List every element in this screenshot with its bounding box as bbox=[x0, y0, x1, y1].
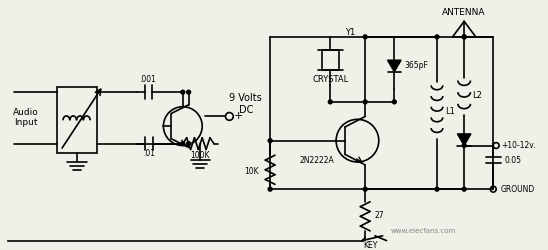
Bar bbox=[322, 50, 339, 70]
Text: 2N2222A: 2N2222A bbox=[299, 156, 334, 164]
Circle shape bbox=[181, 142, 185, 146]
Text: Audio
Input: Audio Input bbox=[13, 108, 38, 127]
Text: +10-12v.: +10-12v. bbox=[501, 141, 535, 150]
Text: 100K: 100K bbox=[191, 151, 210, 160]
Text: L1: L1 bbox=[445, 107, 455, 116]
Text: .001: .001 bbox=[139, 75, 156, 84]
Text: 365pF: 365pF bbox=[404, 62, 428, 70]
Circle shape bbox=[435, 187, 439, 191]
Circle shape bbox=[363, 35, 367, 39]
Circle shape bbox=[328, 100, 332, 104]
Text: 0.05: 0.05 bbox=[505, 156, 522, 164]
Circle shape bbox=[435, 35, 439, 39]
Text: CRYSTAL: CRYSTAL bbox=[312, 75, 349, 84]
Circle shape bbox=[187, 142, 191, 146]
Circle shape bbox=[181, 90, 185, 94]
Circle shape bbox=[363, 100, 367, 104]
Text: 27: 27 bbox=[375, 211, 385, 220]
Circle shape bbox=[462, 187, 466, 191]
Text: GROUND: GROUND bbox=[501, 185, 535, 194]
Circle shape bbox=[363, 187, 367, 191]
Circle shape bbox=[392, 100, 396, 104]
Text: Y1: Y1 bbox=[345, 28, 355, 36]
Circle shape bbox=[462, 35, 466, 39]
Text: +: + bbox=[234, 112, 244, 122]
Text: .01: .01 bbox=[143, 149, 155, 158]
Polygon shape bbox=[458, 134, 471, 145]
Text: 10K: 10K bbox=[244, 167, 259, 176]
Circle shape bbox=[268, 139, 272, 142]
Text: www.elecfans.com: www.elecfans.com bbox=[391, 228, 456, 234]
Polygon shape bbox=[387, 60, 401, 72]
Bar bbox=[56, 87, 98, 153]
Text: L2: L2 bbox=[472, 90, 482, 100]
Text: ANTENNA: ANTENNA bbox=[442, 8, 486, 17]
Circle shape bbox=[187, 90, 191, 94]
Text: KEY: KEY bbox=[363, 240, 377, 250]
Text: 9 Volts
DC: 9 Volts DC bbox=[230, 93, 262, 114]
Circle shape bbox=[462, 35, 466, 39]
Circle shape bbox=[462, 144, 466, 148]
Circle shape bbox=[268, 187, 272, 191]
